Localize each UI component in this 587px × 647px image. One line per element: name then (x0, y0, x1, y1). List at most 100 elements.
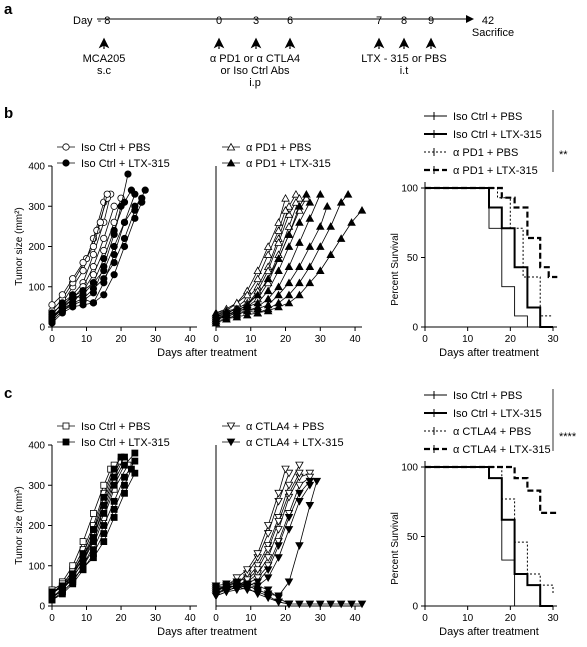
y-axis-label: Percent Survival (390, 233, 401, 306)
data-point (69, 576, 77, 584)
data-point (253, 566, 262, 574)
data-point (222, 588, 231, 597)
panel-a-letter: a (4, 1, 13, 18)
data-point (128, 465, 135, 473)
data-point (295, 202, 304, 210)
data-point (131, 190, 139, 198)
x-tick-label: 40 (349, 613, 361, 624)
data-point (263, 592, 273, 601)
x-tick-label: 0 (49, 613, 55, 624)
series-line (215, 476, 311, 591)
data-point (79, 295, 87, 303)
significance-b: ** (559, 149, 568, 161)
data-point (79, 554, 87, 562)
data-point (100, 481, 108, 489)
x-tick-label: 40 (349, 334, 361, 345)
event-day-label: 3 (253, 15, 259, 27)
series-line (51, 190, 146, 320)
series-line (51, 460, 122, 599)
data-point (48, 309, 56, 317)
survival-curve (425, 187, 553, 317)
y-tick-label: 0 (412, 602, 418, 613)
timeline-end-day: 42 (482, 15, 494, 27)
data-point (232, 304, 242, 313)
x-tick-label: 40 (185, 334, 197, 345)
legend-label: Iso Ctrl + LTX-315 (81, 437, 170, 449)
data-point (253, 274, 262, 283)
data-point (274, 218, 283, 226)
data-point (110, 514, 118, 521)
event-arrow (250, 37, 262, 49)
x-axis-label: Days after treatment (157, 626, 257, 638)
data-point (295, 278, 304, 287)
data-point (284, 202, 294, 210)
legend-label: α PD1 + PBS (246, 142, 311, 154)
data-point (89, 285, 98, 293)
x-tick-label: 20 (115, 334, 127, 345)
data-point (243, 584, 252, 593)
data-point (131, 457, 139, 465)
data-point (263, 278, 273, 287)
legend-label: α CTLA4 + LTX-315 (453, 444, 551, 456)
data-point (305, 214, 315, 222)
data-point (131, 214, 139, 222)
data-point (110, 465, 118, 473)
data-point (243, 306, 252, 315)
data-point (305, 501, 315, 510)
data-point (295, 218, 304, 226)
data-point (222, 582, 231, 591)
panel-c-letter: c (4, 385, 12, 402)
data-point (326, 222, 335, 230)
data-point (110, 473, 118, 481)
x-axis-label: Days after treatment (439, 626, 539, 638)
series-line (215, 197, 307, 320)
data-point (226, 438, 236, 447)
data-point (89, 242, 98, 251)
x-tick-label: 0 (213, 334, 219, 345)
data-point (336, 198, 346, 206)
legend-label: Iso Ctrl + LTX-315 (453, 129, 542, 141)
legend-label: Iso Ctrl + PBS (453, 111, 522, 123)
event-line: i.t (400, 65, 409, 77)
data-point (263, 266, 273, 275)
data-point (211, 592, 221, 601)
x-tick-label: 30 (547, 334, 559, 345)
data-point (58, 291, 66, 299)
data-point (295, 238, 304, 246)
data-point (274, 542, 283, 550)
data-point (121, 461, 128, 469)
series-line (215, 202, 311, 316)
legend-label: Iso Ctrl + PBS (453, 390, 522, 402)
data-point (284, 578, 294, 587)
data-point (100, 254, 108, 263)
survival-chart-c: 0 50 100 0 10 20 30 Percent Survival Days after … (390, 389, 559, 638)
data-point (263, 554, 273, 562)
data-point (274, 238, 283, 246)
data-point (302, 189, 311, 198)
data-point (131, 449, 139, 457)
survival-curve (425, 465, 558, 515)
data-point (316, 600, 325, 609)
event-line: α PD1 or α CTLA4 (210, 53, 300, 65)
data-point (110, 271, 118, 279)
data-point (274, 526, 283, 534)
data-point (117, 202, 125, 210)
data-point (110, 505, 118, 513)
event-day-label: 7 (376, 15, 382, 27)
x-tick-label: 30 (150, 334, 162, 345)
event-day-label: 8 (401, 15, 407, 27)
data-point (79, 301, 87, 309)
data-point (284, 242, 294, 250)
data-point (79, 538, 87, 545)
data-point (284, 469, 294, 478)
data-point (343, 189, 353, 198)
data-point (284, 600, 294, 609)
series-line (51, 197, 143, 314)
series-line (215, 485, 311, 597)
data-point (295, 497, 304, 506)
data-point (79, 564, 87, 572)
data-point (274, 489, 283, 498)
x-tick-label: 10 (462, 334, 474, 345)
data-point (336, 600, 346, 609)
